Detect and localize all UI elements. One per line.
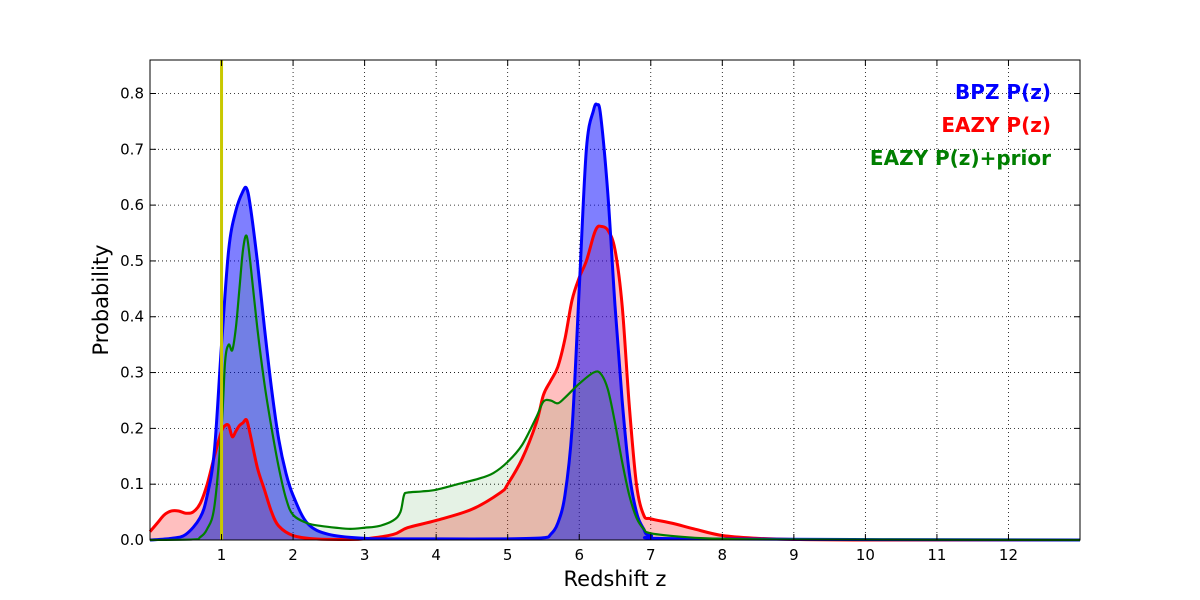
- x-tick-label: 7: [646, 546, 656, 564]
- series-line-0: [149, 102, 1081, 542]
- series-line-2: [149, 234, 1081, 542]
- x-tick-label: 6: [574, 546, 584, 564]
- x-tick-label: 4: [431, 546, 441, 564]
- legend-entry: BPZ P(z): [955, 80, 1051, 104]
- y-tick-label: 0.1: [120, 475, 144, 493]
- x-tick-label: 2: [288, 546, 298, 564]
- y-tick-label: 0.2: [120, 419, 144, 437]
- x-tick-label: 9: [789, 546, 799, 564]
- x-tick-label: 8: [718, 546, 728, 564]
- x-axis-title: Redshift z: [564, 567, 667, 591]
- ticks: 1 2 3 4 5 6 7 8 9 10 11 120.00.10.20.30.40.50.60.70…: [120, 60, 1080, 564]
- y-tick-label: 0.6: [120, 196, 144, 214]
- y-tick-label: 0.3: [120, 364, 144, 382]
- y-tick-label: 0.7: [120, 140, 144, 158]
- x-tick-label: 3: [360, 546, 370, 564]
- x-tick-label: 12: [999, 546, 1018, 564]
- x-tick-label: 11: [927, 546, 946, 564]
- x-tick-label: 10: [856, 546, 875, 564]
- series-area-2: [150, 235, 1080, 540]
- y-tick-label: 0.5: [120, 252, 144, 270]
- y-axis-title: Probability: [89, 244, 113, 355]
- y-tick-label: 0.8: [120, 84, 144, 102]
- x-tick-label: 5: [503, 546, 513, 564]
- legend-entry: EAZY P(z): [941, 113, 1051, 137]
- legend: BPZ P(z) EAZY P(z) EAZY P(z)+prior: [870, 80, 1051, 170]
- x-tick-label: 1: [217, 546, 227, 564]
- plot-frame: [149, 59, 1081, 541]
- y-tick-label: 0.0: [120, 531, 144, 549]
- y-tick-label: 0.4: [120, 308, 144, 326]
- legend-entry: EAZY P(z)+prior: [870, 146, 1051, 170]
